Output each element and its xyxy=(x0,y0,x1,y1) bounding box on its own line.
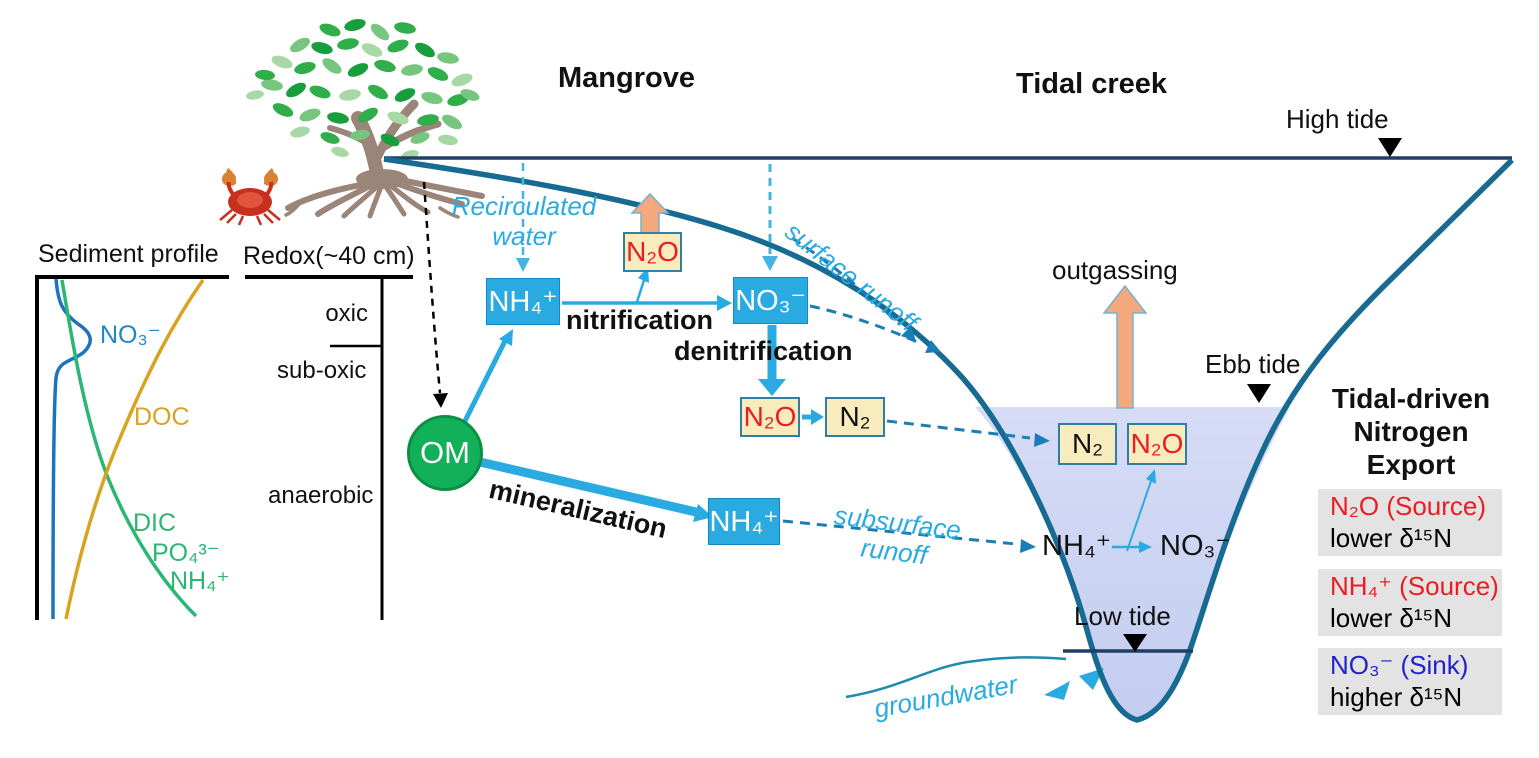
recirculated-water-label: Recirculated water xyxy=(451,191,597,251)
dic-curve-label: DIC xyxy=(133,509,177,537)
n2o-top-box: N₂O xyxy=(623,232,682,272)
doc-curve xyxy=(64,278,205,620)
zone-sub-oxic: sub-oxic xyxy=(277,357,367,384)
legend-isotope: lower δ¹⁵N xyxy=(1330,602,1453,633)
no3-curve xyxy=(51,278,92,620)
no3-water-label: NO₃⁻ xyxy=(1160,530,1231,562)
n2-mid-box: N₂ xyxy=(825,397,885,437)
legend-entry-nh4: NH₄⁺ (Source) lower δ¹⁵N xyxy=(1318,569,1502,636)
ebb-tide-label: Ebb tide xyxy=(1205,349,1301,379)
nh4-soil-box: NH₄⁺ xyxy=(486,278,560,325)
nh4-water-label: NH₄⁺ xyxy=(1042,530,1112,562)
sediment-profile-chart xyxy=(35,275,229,620)
mangrove-title: Mangrove xyxy=(558,62,695,94)
outgassing-arrow-icon xyxy=(1102,284,1148,409)
no3-curve-label: NO₃⁻ xyxy=(100,321,161,349)
tree-canopy xyxy=(246,18,480,160)
zone-anaerobic: anaerobic xyxy=(268,482,374,509)
mangrove-tree-icon xyxy=(246,18,485,219)
low-tide-marker-icon xyxy=(1123,634,1147,652)
groundwater-arrow-icon xyxy=(1079,668,1104,690)
export-arrows xyxy=(782,236,1050,553)
no3-soil-box: NO₃⁻ xyxy=(733,277,808,324)
legend-species: N₂O (Source) xyxy=(1330,491,1487,522)
redox-title: Redox(~40 cm) xyxy=(243,242,415,270)
n2o-degassing-arrow-icon xyxy=(630,192,670,234)
legend-entry-no3: NO₃⁻ (Sink) higher δ¹⁵N xyxy=(1318,648,1502,715)
nh4-deep-box: NH₄⁺ xyxy=(708,498,780,545)
sediment-profile-title: Sediment profile xyxy=(38,240,219,268)
legend-title: Tidal-driven Nitrogen Export xyxy=(1331,383,1491,481)
groundwater-arrow-icon xyxy=(1044,681,1070,700)
creek-water xyxy=(975,407,1290,719)
legend-species: NH₄⁺ (Source) xyxy=(1330,571,1499,602)
n2o-mid-box: N₂O xyxy=(740,397,800,437)
dic-po4-nh4-curve xyxy=(60,279,198,618)
litter-to-om-arrow xyxy=(422,181,448,408)
ebb-tide-marker-icon xyxy=(1247,384,1271,403)
legend-isotope: higher δ¹⁵N xyxy=(1330,681,1463,712)
high-tide-marker-icon xyxy=(1378,138,1402,157)
groundwater-flow xyxy=(845,656,1104,700)
n2-creek-box: N₂ xyxy=(1058,423,1117,465)
doc-curve-label: DOC xyxy=(134,403,190,431)
nh4-curve-label: NH₄⁺ xyxy=(170,567,230,595)
nitrification-label: nitrification xyxy=(566,305,713,335)
infiltration-arrows xyxy=(516,163,778,272)
zone-oxic: oxic xyxy=(325,300,368,327)
legend-species: NO₃⁻ (Sink) xyxy=(1330,650,1469,681)
outgassing-label: outgassing xyxy=(1052,255,1178,285)
crab-icon xyxy=(219,168,281,226)
om-node: OM xyxy=(407,415,483,491)
tidal-creek-title: Tidal creek xyxy=(1016,68,1168,100)
low-tide-label: Low tide xyxy=(1074,601,1171,631)
high-tide-label: High tide xyxy=(1286,104,1389,134)
redox-column xyxy=(245,275,413,620)
po4-curve-label: PO₄³⁻ xyxy=(152,539,220,567)
process-arrows xyxy=(460,267,1156,553)
n2o-creek-box: N₂O xyxy=(1127,423,1187,465)
legend-isotope: lower δ¹⁵N xyxy=(1330,522,1453,553)
denitrification-label: denitrification xyxy=(674,336,853,366)
creek-bank xyxy=(383,156,1514,723)
legend-entry-n2o: N₂O (Source) lower δ¹⁵N xyxy=(1318,489,1502,556)
